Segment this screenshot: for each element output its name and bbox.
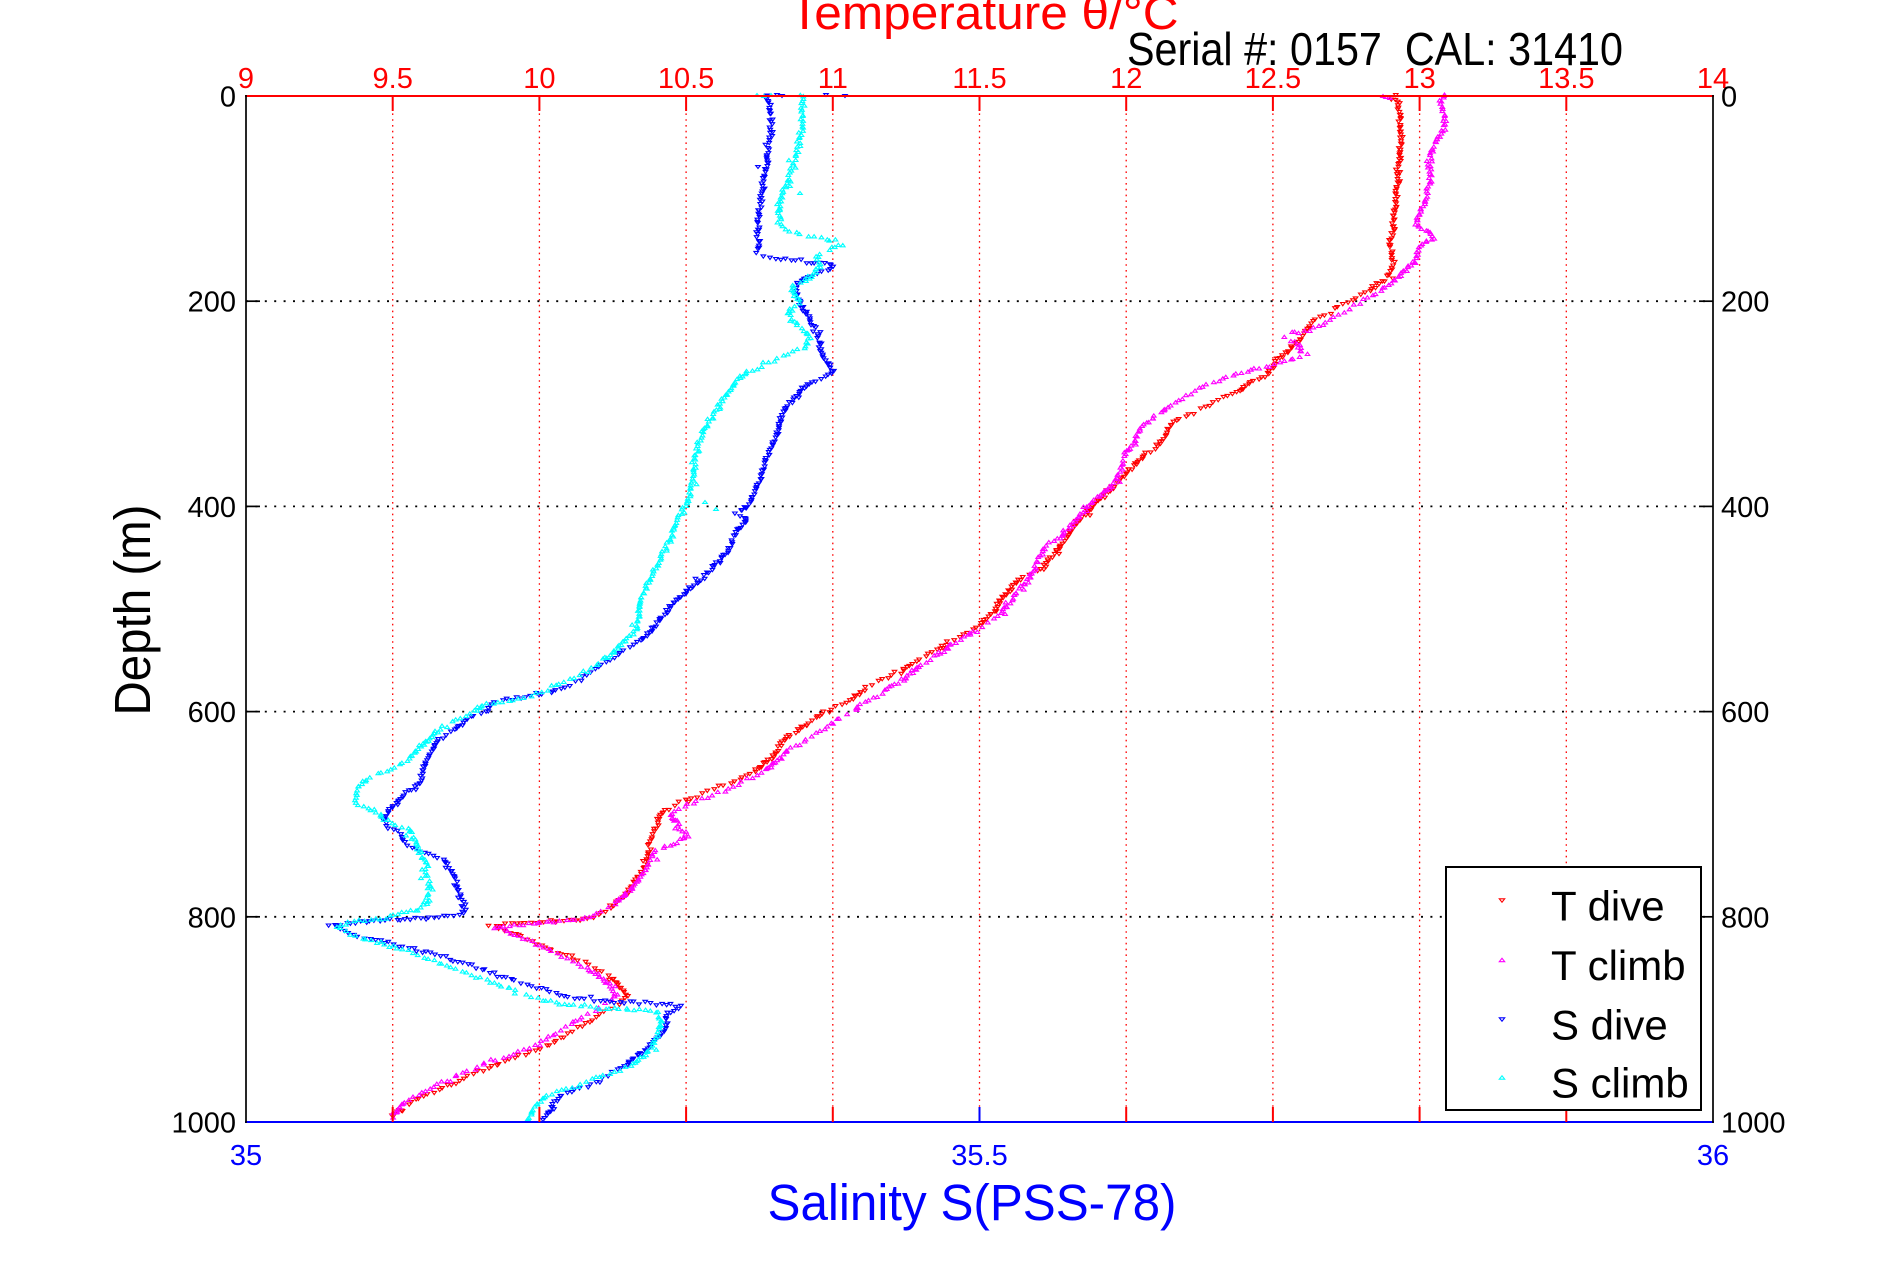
svg-text:Serial #: 0157 CAL: 31410: Serial #: 0157 CAL: 31410 (1127, 23, 1623, 75)
svg-text:11: 11 (818, 63, 848, 95)
svg-text:13.5: 13.5 (1538, 63, 1594, 95)
svg-text:Temperature θ/°C: Temperature θ/°C (790, 0, 1179, 39)
svg-text:600: 600 (188, 697, 236, 729)
svg-text:800: 800 (188, 902, 236, 934)
svg-text:200: 200 (1721, 287, 1769, 319)
svg-text:S dive: S dive (1551, 1002, 1668, 1049)
svg-text:T climb: T climb (1551, 942, 1686, 989)
svg-text:0: 0 (220, 82, 236, 114)
svg-text:35.5: 35.5 (951, 1140, 1007, 1172)
svg-text:36: 36 (1697, 1140, 1729, 1172)
svg-text:800: 800 (1721, 902, 1769, 934)
svg-text:10: 10 (523, 63, 555, 95)
svg-text:35: 35 (230, 1140, 262, 1172)
svg-text:400: 400 (1721, 492, 1769, 524)
svg-text:200: 200 (188, 287, 236, 319)
svg-text:12.5: 12.5 (1245, 63, 1301, 95)
svg-text:Depth (m): Depth (m) (104, 505, 161, 716)
svg-text:13: 13 (1403, 63, 1435, 95)
svg-text:S climb: S climb (1551, 1060, 1689, 1107)
svg-text:9: 9 (238, 63, 254, 95)
svg-text:1000: 1000 (171, 1108, 236, 1140)
svg-text:600: 600 (1721, 697, 1769, 729)
svg-text:T dive: T dive (1551, 883, 1665, 930)
svg-text:1000: 1000 (1721, 1108, 1786, 1140)
svg-text:9.5: 9.5 (373, 63, 413, 95)
svg-text:11.5: 11.5 (952, 63, 1006, 95)
svg-text:12: 12 (1110, 63, 1142, 95)
svg-text:10.5: 10.5 (658, 63, 714, 95)
svg-text:400: 400 (188, 492, 236, 524)
svg-text:0: 0 (1721, 82, 1737, 114)
svg-text:14: 14 (1697, 63, 1729, 95)
svg-text:Salinity S(PSS-78): Salinity S(PSS-78) (768, 1174, 1177, 1231)
